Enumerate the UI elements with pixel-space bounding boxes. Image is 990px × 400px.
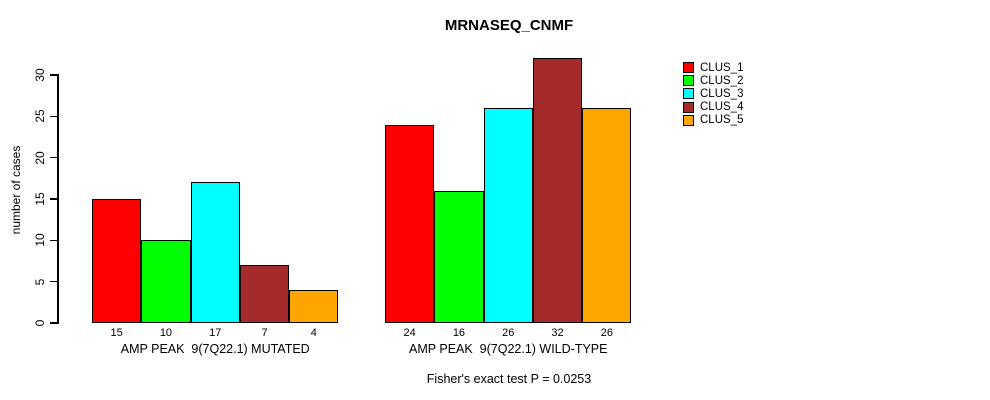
bar-value-label: 10: [159, 327, 173, 339]
bar-value-label: 16: [452, 327, 466, 339]
group-label: AMP PEAK 9(7Q22.1) WILD-TYPE: [409, 342, 608, 356]
y-tick-mark: [50, 74, 58, 76]
bar-value-label: 15: [110, 327, 123, 339]
y-tick-label: 10: [33, 233, 47, 248]
legend-label: CLUS_1: [700, 61, 744, 74]
bar-value-label: 4: [310, 327, 317, 339]
bar-value-label: 24: [403, 327, 416, 339]
legend-item-clus_3: CLUS_3: [683, 87, 743, 100]
legend-label: CLUS_5: [700, 114, 744, 127]
bar-clus_3-group1: [190, 182, 240, 323]
y-tick-label: 5: [33, 278, 47, 285]
legend-swatch: [683, 114, 694, 126]
bar-value-label: 7: [261, 327, 268, 339]
legend: CLUS_1 CLUS_2 CLUS_3 CLUS_4 CLUS_5: [683, 61, 743, 127]
legend-swatch: [683, 101, 694, 113]
bar-value-label: 26: [600, 327, 613, 339]
legend-item-clus_5: CLUS_5: [683, 114, 743, 127]
bar-value-label: 32: [551, 327, 564, 339]
bar-clus_2-group2: [434, 190, 484, 323]
legend-swatch: [683, 88, 694, 100]
bar-value-label: 26: [502, 327, 515, 339]
group-label: AMP PEAK 9(7Q22.1) MUTATED: [120, 342, 310, 356]
y-tick-mark: [50, 156, 58, 159]
bar-clus_5-group1: [289, 289, 339, 323]
bar-clus_4-group2: [532, 58, 583, 323]
y-tick-label: 25: [33, 109, 47, 124]
chart-title: MRNASEQ_CNMF: [444, 17, 574, 34]
legend-label: CLUS_4: [700, 101, 744, 114]
y-tick-label: 15: [33, 192, 47, 206]
y-tick-mark: [50, 280, 58, 283]
bar-clus_3-group2: [483, 108, 533, 323]
y-tick-label: 20: [33, 150, 47, 165]
y-tick-mark: [50, 239, 58, 242]
y-tick-mark: [50, 115, 58, 118]
y-tick-label: 0: [33, 319, 47, 327]
legend-label: CLUS_3: [700, 87, 744, 100]
legend-label: CLUS_2: [700, 74, 744, 87]
bar-clus_5-group2: [582, 108, 632, 323]
bar-clus_2-group1: [141, 240, 191, 323]
legend-item-clus_1: CLUS_1: [683, 61, 743, 74]
y-axis-label: number of cases: [9, 145, 23, 235]
bar-clus_1-group1: [92, 199, 142, 323]
bar-clus_1-group2: [385, 124, 435, 323]
y-tick-mark: [50, 322, 58, 324]
y-tick-label: 30: [33, 68, 47, 82]
legend-item-clus_4: CLUS_4: [683, 101, 743, 114]
bar-value-label: 17: [209, 327, 222, 339]
legend-swatch: [683, 62, 694, 74]
legend-item-clus_2: CLUS_2: [683, 74, 743, 87]
fisher-test-note: Fisher's exact test P = 0.0253: [426, 372, 592, 386]
legend-swatch: [683, 75, 694, 87]
bar-clus_4-group1: [239, 265, 290, 323]
y-tick-mark: [50, 198, 58, 200]
